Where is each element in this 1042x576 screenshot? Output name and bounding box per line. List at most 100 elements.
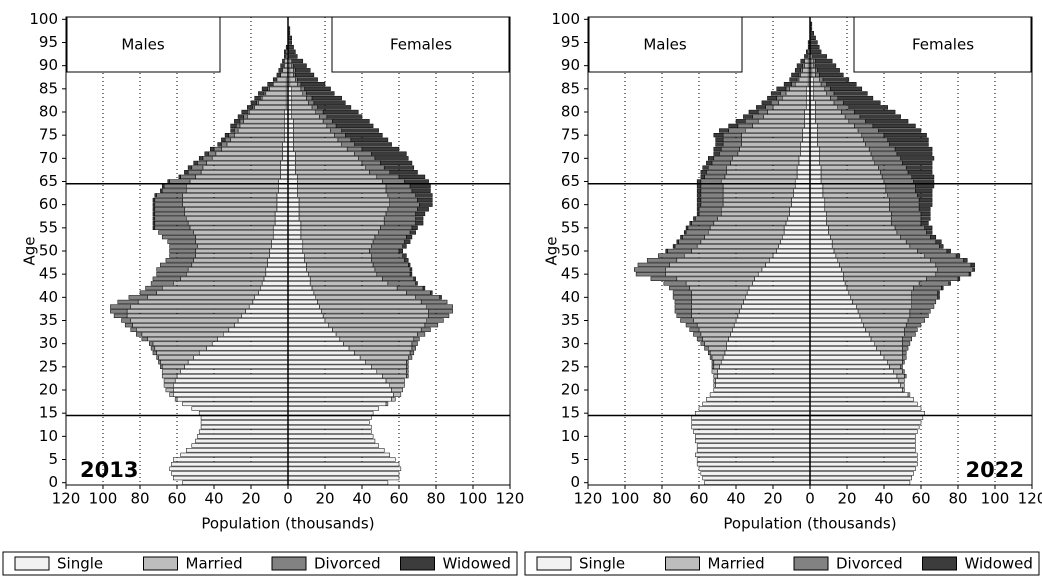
bar-female — [287, 332, 337, 337]
x-tick-label: 80 — [948, 490, 967, 508]
bar-female — [382, 179, 405, 184]
y-tick-label: 15 — [39, 404, 58, 422]
y-tick-label: 45 — [39, 265, 58, 283]
bar-female — [411, 188, 431, 193]
bar-female — [391, 387, 403, 393]
bar-female — [374, 156, 409, 161]
bar-male — [248, 304, 289, 309]
bar-male — [719, 128, 729, 133]
bar-female — [413, 276, 416, 281]
y-tick-label: 85 — [561, 79, 580, 97]
bar-female — [809, 471, 914, 476]
bar-female — [913, 179, 935, 184]
bar-female — [420, 327, 431, 332]
bar-female — [850, 295, 913, 300]
bar-male — [789, 207, 811, 212]
bar-male — [796, 170, 811, 175]
bar-female — [822, 77, 850, 82]
bar-female — [298, 197, 391, 203]
bar-female — [289, 77, 296, 82]
bar-female — [889, 207, 920, 212]
bar-female — [430, 290, 433, 295]
males-title: Males — [643, 36, 687, 54]
bar-female — [413, 336, 420, 342]
bar-female — [411, 225, 418, 230]
bar-female — [815, 68, 818, 73]
bar-male — [720, 360, 811, 365]
bar-male — [271, 239, 289, 244]
bar-female — [404, 179, 429, 184]
bar-female — [809, 170, 822, 175]
bar-male — [165, 258, 194, 263]
bar-female — [819, 151, 872, 156]
bar-female — [809, 304, 857, 309]
bar-female — [287, 355, 361, 360]
legend-box — [2, 551, 518, 576]
y-tick-label: 100 — [29, 10, 58, 28]
y-tick-label: 60 — [39, 195, 58, 213]
x-axis-title: Population (thousands) — [723, 515, 896, 533]
y-tick-label: 75 — [39, 126, 58, 144]
bar-female — [809, 295, 851, 300]
bar-male — [717, 216, 789, 221]
bar-female — [881, 174, 913, 180]
bar-female — [819, 160, 875, 166]
bar-male — [228, 327, 289, 332]
bar-male — [278, 188, 289, 193]
bar-female — [291, 105, 313, 110]
bar-male — [733, 322, 811, 328]
bar-male — [278, 179, 289, 184]
bar-male — [276, 202, 289, 207]
bar-male — [804, 63, 809, 68]
bar-female — [304, 253, 372, 258]
bar-female — [411, 341, 418, 346]
bar-male — [665, 248, 668, 254]
bar-male — [180, 174, 196, 180]
bar-female — [819, 156, 874, 161]
bar-male — [696, 197, 702, 203]
bar-female — [289, 63, 292, 68]
bar-male — [189, 179, 279, 184]
bar-male — [800, 151, 811, 156]
bar-male — [252, 299, 289, 305]
bar-male — [267, 258, 289, 263]
bar-male — [156, 355, 159, 360]
bar-male — [696, 443, 811, 448]
bar-male — [745, 119, 759, 124]
y-tick-label: 20 — [39, 381, 58, 399]
bar-male — [269, 86, 287, 91]
bar-male — [186, 448, 289, 453]
bar-female — [297, 77, 318, 82]
bar-female — [918, 202, 933, 207]
bar-male — [689, 327, 700, 332]
y-tick-label: 0 — [48, 473, 58, 491]
y-tick-label: 100 — [551, 10, 580, 28]
females-title: Females — [390, 36, 452, 54]
bar-male — [136, 332, 143, 337]
bar-female — [900, 156, 935, 161]
bar-male — [778, 100, 807, 105]
bar-male — [210, 146, 215, 152]
bar-female — [409, 183, 431, 189]
bar-female — [817, 123, 855, 129]
bar-female — [311, 105, 318, 110]
bar-female — [837, 95, 874, 101]
bar-female — [911, 174, 935, 180]
bar-male — [213, 146, 222, 152]
bar-male — [221, 142, 228, 147]
bar-female — [315, 109, 324, 115]
bar-female — [809, 202, 826, 207]
bar-male — [722, 188, 794, 193]
bar-male — [280, 170, 289, 175]
bar-female — [287, 471, 400, 476]
bar-male — [713, 364, 720, 369]
bar-female — [419, 202, 433, 207]
bar-male — [211, 341, 289, 346]
bar-male — [685, 322, 698, 328]
bar-female — [287, 295, 316, 300]
bar-female — [345, 133, 383, 138]
bar-female — [809, 452, 918, 458]
bar-female — [309, 281, 389, 286]
bar-male — [276, 207, 289, 212]
bar-female — [406, 373, 409, 379]
